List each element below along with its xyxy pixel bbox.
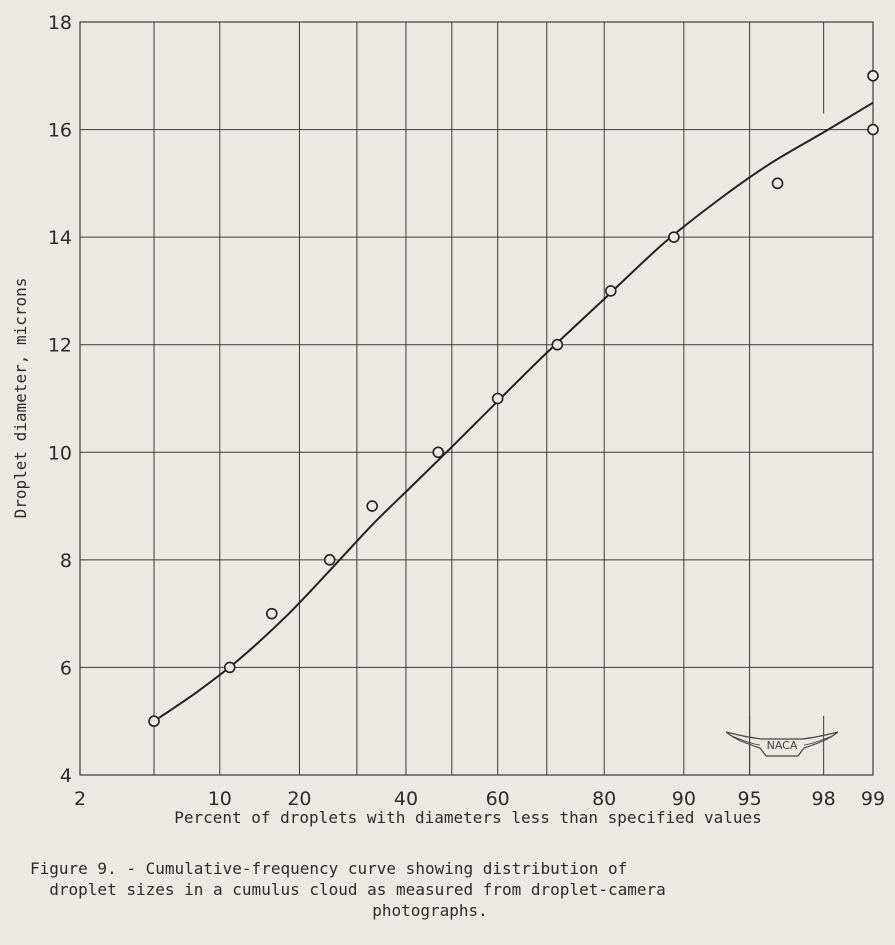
y-tick-label: 14: [48, 227, 72, 249]
chart-canvas: 4 6 8 10 12 14 16 18 2 10 20 40 60 80 90 95 98 99 NACA D…: [11, 12, 885, 827]
y-axis-label: Droplet diameter, microns: [11, 278, 30, 519]
figure-caption: Figure 9. - Cumulative-frequency curve s…: [30, 858, 890, 921]
data-point: [867, 69, 879, 82]
curve-line: [153, 101, 874, 723]
data-point: [148, 715, 160, 728]
data-point: [867, 123, 879, 136]
x-axis-ticks: 2 10 20 40 60 80 90 95 98 99: [74, 788, 885, 810]
data-point: [668, 231, 680, 243]
y-tick-label: 10: [48, 442, 72, 464]
data-point: [491, 392, 504, 405]
y-tick-label: 18: [48, 12, 72, 34]
data-point: [771, 177, 784, 190]
data-point: [223, 661, 236, 674]
x-tick-label: 98: [812, 788, 836, 810]
data-point: [323, 554, 336, 566]
x-tick-label: 95: [738, 788, 762, 810]
x-tick-label: 60: [486, 788, 510, 810]
x-tick-label: 20: [287, 788, 311, 810]
y-tick-label: 12: [48, 335, 72, 357]
data-point: [551, 338, 564, 351]
fitted-curve: [153, 101, 874, 723]
y-tick-label: 6: [60, 657, 72, 679]
caption-line-3: photographs.: [372, 901, 488, 920]
data-point: [432, 446, 444, 459]
plot-frame: [79, 21, 874, 776]
y-tick-label: 8: [60, 550, 72, 572]
caption-line-2: droplet sizes in a cumulus cloud as meas…: [30, 880, 666, 899]
x-tick-label: 2: [74, 788, 86, 810]
x-tick-label: 40: [394, 788, 418, 810]
x-tick-label: 80: [592, 788, 616, 810]
data-point: [366, 500, 378, 512]
data-point: [265, 607, 278, 620]
y-tick-label: 4: [60, 765, 72, 787]
data-points: [148, 69, 879, 728]
data-point: [604, 285, 617, 297]
x-tick-label: 10: [208, 788, 232, 810]
y-axis-ticks: 4 6 8 10 12 14 16 18: [48, 12, 72, 787]
x-axis-label: Percent of droplets with diameters less …: [174, 808, 762, 827]
naca-logo-text: NACA: [767, 739, 798, 752]
x-tick-label: 90: [672, 788, 696, 810]
y-tick-label: 16: [48, 120, 72, 142]
plot-border: [79, 21, 874, 776]
chart-grid: [80, 21, 873, 776]
naca-logo: NACA: [725, 731, 839, 757]
x-tick-label: 99: [861, 788, 885, 810]
caption-line-1: Figure 9. - Cumulative-frequency curve s…: [30, 859, 628, 878]
